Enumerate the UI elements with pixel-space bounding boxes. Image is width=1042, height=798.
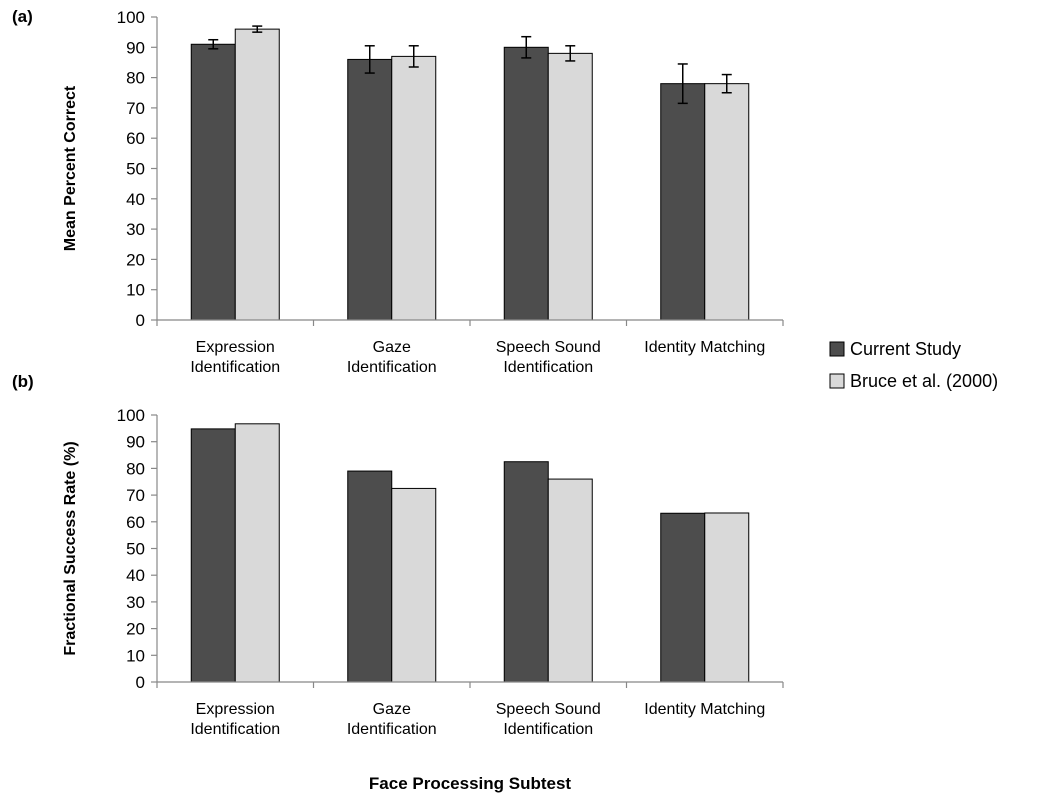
bar [660, 83, 706, 321]
bar [547, 52, 593, 321]
panel-a-chart: (a) Mean Percent Correct 0 10 20 30 40 50 60 70 80… [12, 7, 784, 376]
y-tick-label: 0 [136, 311, 145, 330]
x-tick-label: Expression Identification [190, 339, 280, 376]
bar [190, 43, 236, 321]
y-axis-label: Fractional Success Rate (%) [62, 441, 79, 655]
panel-b-chart: (b) Fractional Success Rate (%) 0 10 20 30 40 5… [12, 372, 784, 738]
x-tick-label: Gaze Identification [347, 339, 437, 376]
y-tick-label: 10 [126, 281, 145, 300]
legend-swatch-bruce-2000 [829, 373, 845, 389]
x-axis-label: Face Processing Subtest [369, 774, 572, 793]
legend-swatch-current-study [829, 341, 845, 357]
panel-label: (a) [12, 7, 33, 26]
y-tick-label: 50 [126, 160, 145, 179]
y-tick-label: 20 [126, 250, 145, 269]
error-bar [408, 45, 419, 68]
x-tick-label: Identity Matching [644, 701, 765, 718]
bar [234, 423, 280, 683]
error-bar [208, 38, 219, 50]
legend-label-current-study: Current Study [850, 339, 961, 359]
y-tick-label: 70 [126, 99, 145, 118]
y-tick-label: 10 [126, 646, 145, 665]
bar [503, 46, 549, 321]
bar [347, 58, 393, 321]
y-tick-label: 60 [126, 513, 145, 532]
bar [391, 55, 437, 321]
bar [234, 28, 280, 321]
bar [347, 470, 393, 683]
legend: Current Study Bruce et al. (2000) [829, 339, 998, 391]
panel-label: (b) [12, 372, 34, 391]
bar [547, 478, 593, 683]
y-tick-label: 80 [126, 69, 145, 88]
bar [190, 428, 236, 683]
error-bar [521, 35, 532, 59]
y-tick-label: 100 [117, 406, 145, 425]
y-tick-label: 70 [126, 486, 145, 505]
y-tick-label: 40 [126, 190, 145, 209]
error-bar [565, 45, 576, 62]
bar [660, 512, 706, 683]
y-tick-label: 30 [126, 220, 145, 239]
bar [704, 512, 750, 683]
x-tick-label: Gaze Identification [347, 701, 437, 738]
y-tick-label: 90 [126, 433, 145, 452]
bar [503, 461, 549, 683]
error-bar [721, 73, 732, 94]
y-tick-label: 0 [136, 673, 145, 692]
error-bar [677, 63, 688, 105]
x-tick-label: Expression Identification [190, 701, 280, 738]
error-bar [364, 45, 375, 74]
y-tick-label: 20 [126, 620, 145, 639]
y-tick-label: 90 [126, 38, 145, 57]
x-tick-label: Speech Sound Identification [496, 701, 601, 738]
y-tick-label: 50 [126, 540, 145, 559]
legend-label-bruce-2000: Bruce et al. (2000) [850, 371, 998, 391]
error-bar [252, 25, 263, 33]
y-axis-label: Mean Percent Correct [62, 85, 79, 251]
y-tick-label: 80 [126, 459, 145, 478]
y-tick-label: 100 [117, 8, 145, 27]
x-tick-label: Identity Matching [644, 339, 765, 356]
bar [704, 83, 750, 321]
y-tick-label: 40 [126, 566, 145, 585]
y-tick-label: 30 [126, 593, 145, 612]
y-tick-label: 60 [126, 129, 145, 148]
bar [391, 487, 437, 683]
x-tick-label: Speech Sound Identification [496, 339, 601, 376]
